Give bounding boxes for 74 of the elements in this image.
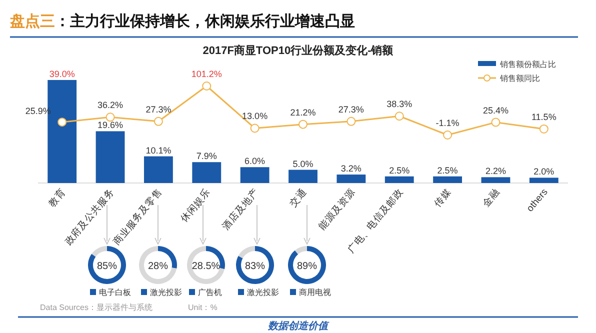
donut-slice: [238, 246, 255, 258]
text: 89%: [296, 261, 318, 272]
x-tick-label: 金融: [480, 186, 502, 210]
legend-label: 销售额同比: [499, 74, 540, 83]
data-label: 10.1%: [146, 145, 172, 156]
point: [346, 116, 356, 126]
data-label: 2.5%: [437, 165, 458, 176]
data-label: 7.9%: [196, 151, 217, 162]
data-label: 3.2%: [340, 164, 362, 174]
x-tick-label: 能源及资源: [316, 186, 358, 232]
text: 28%: [148, 261, 168, 272]
data-label: 25.4%: [482, 105, 508, 116]
data-label: 27.3%: [338, 104, 364, 114]
data-label: 6.0%: [244, 156, 266, 166]
point: [154, 116, 163, 126]
point: [539, 124, 548, 134]
donut-slice: [187, 246, 225, 284]
text: Unit：%: [188, 303, 218, 312]
data-label: 38.3%: [386, 99, 412, 110]
donut-slice: [88, 246, 126, 284]
point: [443, 130, 452, 140]
bar: [240, 167, 270, 183]
x-tick-label: 传媒: [432, 186, 454, 210]
bar: [192, 162, 222, 183]
data-label: 11.5%: [531, 112, 556, 122]
legend-label: 销售额份额占比: [499, 60, 556, 69]
legend-label: 商用电视: [299, 288, 331, 297]
point: [58, 118, 67, 127]
donut-slice: [236, 246, 274, 284]
bar: [144, 156, 173, 183]
legend-label: 激光投影: [247, 288, 279, 297]
text: 盘点三：主力行业保持增长，休闲娱乐行业增速凸显: [9, 12, 355, 30]
point: [298, 120, 308, 129]
data-label: 21.2%: [290, 107, 316, 118]
text: 85%: [96, 261, 118, 272]
donut-slice: [92, 246, 107, 257]
text: Data Sources：显示器件与系统: [40, 303, 152, 312]
donut-slice: [139, 246, 177, 284]
legend-label: 激光投影: [150, 288, 182, 297]
x-tick-label: 休闲娱乐: [178, 186, 213, 225]
bar: [481, 177, 510, 183]
bar: [96, 131, 125, 183]
bar: [288, 170, 318, 183]
data-label: 13.0%: [242, 111, 268, 122]
data-label: 2.5%: [389, 165, 410, 176]
text: 83%: [244, 261, 266, 272]
data-label: 101.2%: [191, 69, 222, 79]
data-label: 2.2%: [485, 166, 506, 176]
legend-label: 电子白板: [99, 288, 131, 297]
data-label: 2.0%: [534, 166, 554, 177]
point: [106, 112, 115, 122]
x-tick-label: 酒店及地产: [220, 186, 262, 232]
text: 28.5%: [192, 261, 220, 272]
x-tick-label: 交通: [287, 186, 310, 210]
x-tick-label: 教育: [46, 186, 68, 210]
bar: [336, 174, 366, 183]
data-label: -1.1%: [436, 118, 460, 128]
data-label: 19.6%: [98, 120, 124, 130]
bar: [384, 176, 414, 183]
donut-slice: [294, 246, 307, 254]
point: [491, 118, 500, 127]
bar: [433, 176, 462, 183]
bar: [529, 178, 558, 183]
point: [394, 112, 404, 121]
data-label: 36.2%: [98, 100, 124, 110]
donut-slice: [288, 246, 326, 284]
legend-label: 广告机: [198, 288, 222, 297]
chart-title: 2017F商显TOP10行业份额及变化-销额: [202, 44, 394, 57]
text: 数据创造价值: [267, 320, 330, 332]
point: [202, 82, 212, 90]
data-label: 5.0%: [292, 158, 314, 169]
data-label: 39.0%: [49, 69, 75, 79]
data-label: 27.3%: [146, 104, 172, 114]
point: [250, 124, 260, 133]
